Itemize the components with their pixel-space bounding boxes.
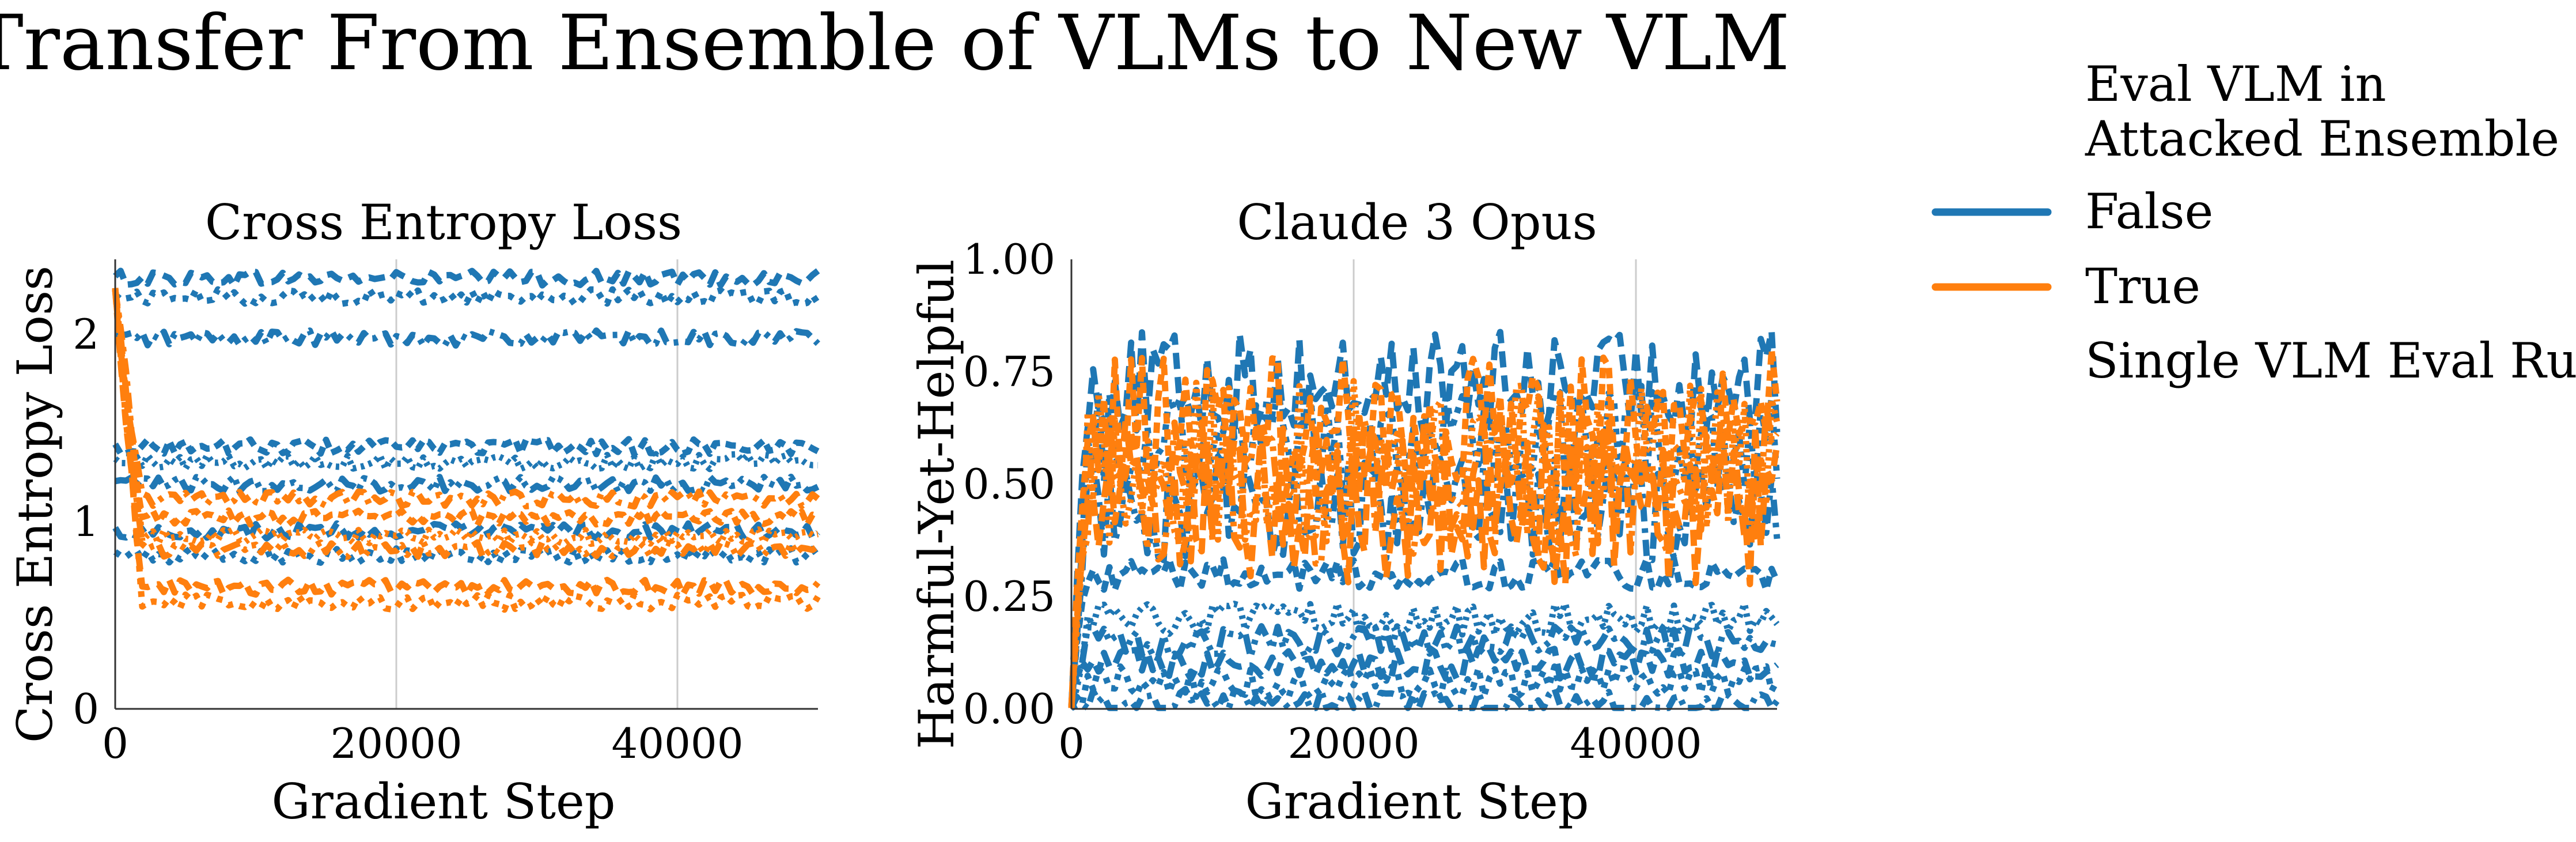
series-line-false [1068,622,1778,709]
series-line-false [1068,556,1781,708]
panel-claude-3-opus: Claude 3 Opus Gradient Step Harmful-Yet-… [908,194,1781,830]
panel-title-cross-entropy: Cross Entropy Loss [205,194,682,251]
legend-label-false: False [2085,183,2213,240]
x-tick-label: 20000 [1287,719,1419,768]
series-line-false [113,545,821,566]
y-tick-label: 0.25 [963,572,1055,621]
series-line-false [113,451,819,473]
y-tick-label: 0 [73,685,99,733]
figure-title: Transfer From Ensemble of VLMs to New VL… [0,0,1790,88]
series-line-true [112,289,820,510]
legend-label-true: True [2085,258,2200,315]
series-line-true [112,288,820,560]
series-line-false [112,436,820,458]
series-line-false [115,473,820,495]
y-tick-label: 1.00 [963,235,1055,284]
y-tick-label: 0.50 [963,460,1055,508]
y-tick-label: 0.75 [963,348,1055,396]
panel-title-claude-3-opus: Claude 3 Opus [1237,194,1597,251]
x-tick-label: 0 [102,719,128,768]
y-tick-label: 2 [73,310,99,358]
series-line-true [112,289,819,548]
x-tick-label: 20000 [330,719,462,768]
y-axis-label-claude-3-opus: Harmful-Yet-Helpful [908,259,965,749]
series-line-true [1068,424,1781,708]
y-tick-label: 0.00 [963,685,1055,733]
legend-label-single-run: Single VLM Eval Run [2085,333,2576,389]
x-tick-label: 40000 [1570,719,1702,768]
x-axis-label-claude-3-opus: Gradient Step [1245,773,1589,830]
series-line-true [112,288,821,598]
series-line-true [1068,346,1781,708]
x-tick-label: 40000 [611,719,743,768]
y-axis-label-cross-entropy: Cross Entropy Loss [7,266,63,743]
series-line-true [1068,402,1780,708]
series-line-false [112,520,820,542]
series-line-false [113,286,821,308]
legend: Eval VLM in Attacked Ensemble False True… [1931,56,2576,389]
series-line-true [112,288,821,613]
series-line-false [1069,685,1780,711]
series-line-false [1068,600,1780,709]
series-line-false [115,327,820,349]
series-line-true [112,289,819,528]
y-tick-label: 1 [73,497,99,546]
series-line-false [1070,663,1780,711]
x-tick-label: 0 [1058,719,1085,768]
legend-title-line-1: Eval VLM in [2085,56,2386,112]
panel-cross-entropy: Cross Entropy Loss Gradient Step Cross E… [7,194,821,830]
x-axis-label-cross-entropy: Gradient Step [271,773,615,830]
legend-title-line-2: Attacked Ensemble [2085,111,2559,167]
series-line-false [113,267,820,289]
